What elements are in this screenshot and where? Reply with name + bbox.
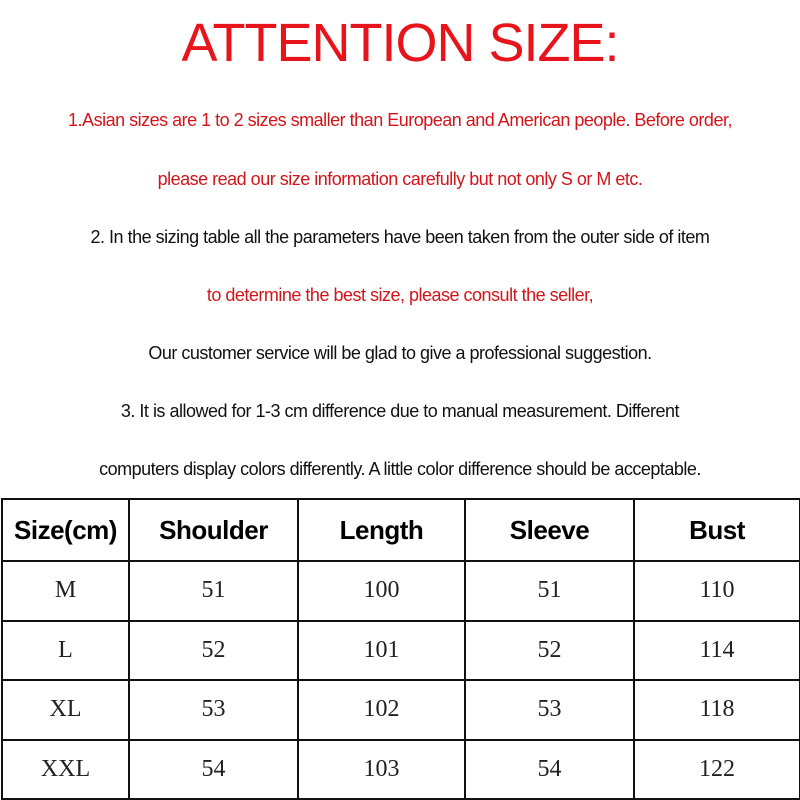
page-title: ATTENTION SIZE: — [181, 13, 619, 73]
cell: 103 — [297, 738, 466, 800]
cell: 102 — [297, 679, 466, 741]
notice-line-7-text: computers display colors differently. A … — [99, 459, 701, 479]
notice-line-6-text: 3. It is allowed for 1-3 cm difference d… — [120, 401, 680, 421]
cell: 101 — [297, 619, 466, 681]
table-header-row: Size(cm) Shoulder Length Sleeve Bust — [1, 498, 800, 562]
header-sleeve: Sleeve — [464, 498, 635, 562]
header-shoulder: Shoulder — [128, 498, 299, 562]
cell: 52 — [464, 619, 635, 681]
cell: 51 — [128, 560, 299, 622]
notice-line-6: 3. It is allowed for 1-3 cm difference d… — [0, 399, 800, 423]
notice-line-3: 2. In the sizing table all the parameter… — [0, 225, 800, 249]
notice-line-4: to determine the best size, please consu… — [0, 283, 800, 307]
cell: 118 — [633, 679, 800, 741]
notice-line-1-text: 1.Asian sizes are 1 to 2 sizes smaller t… — [68, 110, 732, 130]
cell: L — [1, 619, 130, 681]
size-table: Size(cm) Shoulder Length Sleeve Bust M 5… — [1, 498, 800, 800]
cell: 100 — [297, 560, 466, 622]
cell: 53 — [128, 679, 299, 741]
table-row: L 52 101 52 114 — [1, 619, 800, 681]
cell: 114 — [633, 619, 800, 681]
header-bust: Bust — [633, 498, 800, 562]
cell: 110 — [633, 560, 800, 622]
notice-line-7: computers display colors differently. A … — [0, 457, 800, 481]
table-row: XL 53 102 53 118 — [1, 679, 800, 741]
cell: 54 — [128, 738, 299, 800]
cell: 51 — [464, 560, 635, 622]
notice-line-1: 1.Asian sizes are 1 to 2 sizes smaller t… — [0, 108, 800, 132]
notice-line-3-text: 2. In the sizing table all the parameter… — [90, 227, 710, 247]
cell: M — [1, 560, 130, 622]
notice-line-5: Our customer service will be glad to giv… — [0, 341, 800, 365]
cell: 53 — [464, 679, 635, 741]
header-length: Length — [297, 498, 466, 562]
cell: 52 — [128, 619, 299, 681]
table-row: M 51 100 51 110 — [1, 560, 800, 622]
table-row: XXL 54 103 54 122 — [1, 738, 800, 800]
notice-line-2-text: please read our size information careful… — [157, 169, 643, 189]
cell: 122 — [633, 738, 800, 800]
notice-line-2: please read our size information careful… — [0, 167, 800, 191]
header-size: Size(cm) — [1, 498, 130, 562]
cell: XL — [1, 679, 130, 741]
cell: XXL — [1, 738, 130, 800]
cell: 54 — [464, 738, 635, 800]
notice-line-4-text: to determine the best size, please consu… — [206, 285, 594, 305]
notice-line-5-text: Our customer service will be glad to giv… — [148, 343, 652, 363]
